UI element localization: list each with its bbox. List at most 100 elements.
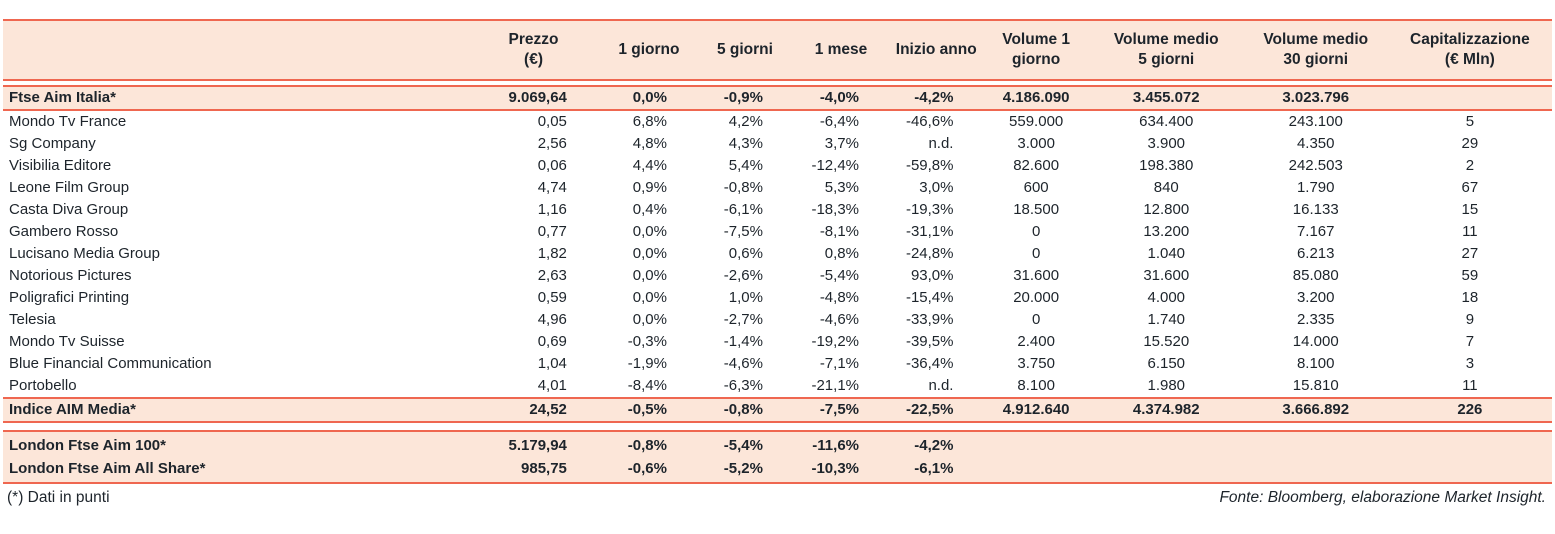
cell-name: Poligrafici Printing <box>9 289 130 307</box>
cell-1-giorno: -0,8% <box>600 429 697 457</box>
table-row: Gambero Rosso 0,77 0,0% -7,5% -8,1% -31,… <box>3 221 1552 243</box>
cell-volume-1-giorno: 18.500 <box>1013 201 1060 219</box>
cell-volume-medio-30-giorni: 2.335 <box>1296 311 1335 329</box>
cell-capitalizzazione: 15 <box>1461 201 1479 219</box>
cell-name: Gambero Rosso <box>9 223 119 241</box>
column-header-prezzo: Prezzo (€) <box>466 19 601 81</box>
cell-volume-medio-30-giorni: 8.100 <box>1296 355 1335 373</box>
cell-prezzo: 4,96 <box>537 311 567 329</box>
table-row: Sg Company 2,56 4,8% 4,3% 3,7% n.d. 3.00… <box>3 133 1552 155</box>
cell-name: London Ftse Aim 100* <box>3 429 467 457</box>
table-row: Casta Diva Group 1,16 0,4% -6,1% -18,3% … <box>3 199 1552 221</box>
cell-5-giorni: 0,6% <box>728 245 763 263</box>
cell-volume-1-giorno: 3.750 <box>1017 355 1055 373</box>
cell-1-giorno: -0,6% <box>600 456 697 484</box>
cell-inizio-anno: -59,8% <box>905 157 954 175</box>
cell-capitalizzazione: 5 <box>1465 113 1475 131</box>
cell-1-mese: -18,3% <box>811 201 859 219</box>
cell-volume-1-giorno <box>983 456 1089 484</box>
cell-prezzo: 24,52 <box>466 396 601 423</box>
cell-5-giorni: -0,9% <box>696 84 793 111</box>
table-header: Prezzo (€) 1 giorno 5 giorni 1 mese Iniz… <box>3 19 1552 86</box>
cell-inizio-anno: -46,6% <box>905 113 954 131</box>
table-row: Telesia 4,96 0,0% -2,7% -4,6% -33,9% 0 1… <box>3 309 1552 331</box>
cell-capitalizzazione: 3 <box>1465 355 1475 373</box>
cell-name: Mondo Tv France <box>9 113 127 131</box>
cell-inizio-anno: -15,4% <box>905 289 954 307</box>
cell-inizio-anno: 93,0% <box>910 267 954 285</box>
cell-1-giorno: -0,5% <box>600 396 697 423</box>
cell-capitalizzazione: 18 <box>1461 289 1479 307</box>
cell-volume-1-giorno: 0 <box>1031 245 1041 263</box>
cell-1-giorno: -8,4% <box>627 377 667 395</box>
cell-capitalizzazione: 226 <box>1387 396 1552 423</box>
cell-prezzo: 4,01 <box>537 377 567 395</box>
cell-prezzo: 0,69 <box>537 333 567 351</box>
cell-prezzo: 0,77 <box>537 223 567 241</box>
cell-prezzo: 985,75 <box>466 456 601 484</box>
cell-inizio-anno: -33,9% <box>905 311 954 329</box>
cell-5-giorni: -6,3% <box>723 377 763 395</box>
cell-5-giorni: -4,6% <box>723 355 763 373</box>
cell-1-mese: -4,8% <box>819 289 859 307</box>
cell-capitalizzazione: 11 <box>1462 377 1478 395</box>
source-note: Fonte: Bloomberg, elaborazione Market In… <box>1219 488 1546 506</box>
cell-volume-medio-30-giorni: 16.133 <box>1292 201 1339 219</box>
cell-1-giorno: -0,3% <box>627 333 667 351</box>
cell-1-giorno: 0,0% <box>632 223 667 241</box>
column-header-volume-medio-30-giorni: Volume medio 30 giorni <box>1243 19 1388 81</box>
cell-volume-1-giorno <box>983 429 1089 457</box>
cell-volume-medio-30-giorni: 3.200 <box>1296 289 1335 307</box>
cell-1-mese: -5,4% <box>819 267 859 285</box>
cell-1-mese: 5,3% <box>824 179 859 197</box>
cell-prezzo: 1,82 <box>537 245 567 263</box>
section-gap <box>3 421 1552 431</box>
cell-5-giorni: 4,2% <box>728 113 763 131</box>
table-row: Notorious Pictures 2,63 0,0% -2,6% -5,4%… <box>3 265 1552 287</box>
table-row: London Ftse Aim 100* 5.179,94 -0,8% -5,4… <box>3 429 1552 457</box>
cell-1-mese: 0,8% <box>824 245 859 263</box>
cell-inizio-anno: -36,4% <box>905 355 954 373</box>
cell-name: Casta Diva Group <box>9 201 129 219</box>
cell-inizio-anno: -39,5% <box>905 333 954 351</box>
cell-volume-medio-5-giorni: 4.374.982 <box>1088 396 1244 423</box>
cell-name: London Ftse Aim All Share* <box>3 456 467 484</box>
cell-capitalizzazione: 29 <box>1461 135 1479 153</box>
cell-prezzo: 0,59 <box>537 289 567 307</box>
cell-5-giorni: -2,7% <box>723 311 763 329</box>
column-header-5-giorni: 5 giorni <box>696 19 793 81</box>
cell-volume-medio-30-giorni <box>1243 429 1388 457</box>
table-row: Blue Financial Communication 1,04 -1,9% … <box>3 353 1552 375</box>
cell-volume-medio-30-giorni: 14.000 <box>1292 333 1339 351</box>
cell-volume-1-giorno: 0 <box>1031 311 1041 329</box>
table-row: Ftse Aim Italia* 9.069,64 0,0% -0,9% -4,… <box>3 84 1552 111</box>
table-row: Lucisano Media Group 1,82 0,0% 0,6% 0,8%… <box>3 243 1552 265</box>
cell-1-giorno: 0,0% <box>632 289 667 307</box>
cell-5-giorni: -5,2% <box>696 456 793 484</box>
cell-name: Blue Financial Communication <box>9 355 212 373</box>
cell-capitalizzazione: 67 <box>1461 179 1479 197</box>
cell-volume-medio-30-giorni: 3.666.892 <box>1243 396 1388 423</box>
cell-volume-medio-5-giorni <box>1088 456 1244 484</box>
cell-1-giorno: 4,8% <box>632 135 667 153</box>
cell-capitalizzazione <box>1387 84 1552 111</box>
cell-name: Visibilia Editore <box>9 157 112 175</box>
cell-inizio-anno: -4,2% <box>889 429 984 457</box>
cell-inizio-anno: -24,8% <box>905 245 954 263</box>
cell-volume-1-giorno: 600 <box>1023 179 1049 197</box>
cell-1-mese: 3,7% <box>824 135 859 153</box>
cell-volume-medio-30-giorni: 7.167 <box>1296 223 1335 241</box>
cell-1-mese: -19,2% <box>811 333 859 351</box>
table-row: London Ftse Aim All Share* 985,75 -0,6% … <box>3 456 1552 484</box>
cell-capitalizzazione: 9 <box>1465 311 1475 329</box>
cell-5-giorni: -0,8% <box>723 179 763 197</box>
cell-1-mese: -10,3% <box>792 456 889 484</box>
cell-inizio-anno: -19,3% <box>905 201 954 219</box>
cell-5-giorni: -6,1% <box>723 201 763 219</box>
cell-5-giorni: -7,5% <box>723 223 763 241</box>
cell-capitalizzazione: 59 <box>1461 267 1479 285</box>
cell-1-mese: -4,6% <box>819 311 859 329</box>
cell-1-giorno: 4,4% <box>632 157 667 175</box>
table-row: Poligrafici Printing 0,59 0,0% 1,0% -4,8… <box>3 287 1552 309</box>
cell-volume-1-giorno: 82.600 <box>1013 157 1060 175</box>
